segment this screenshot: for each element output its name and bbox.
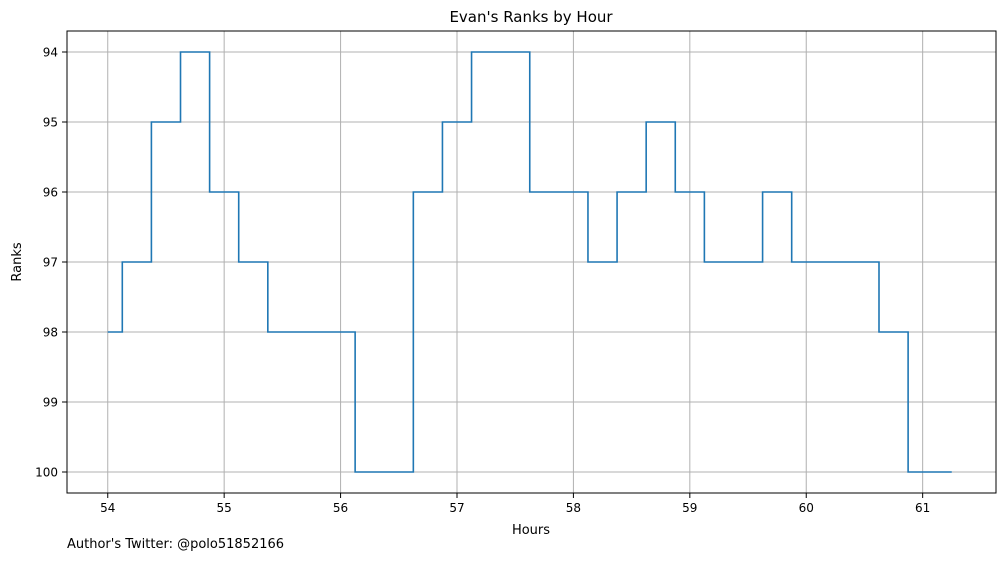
x-tick-label: 61 — [915, 501, 930, 515]
series-layer — [107, 51, 952, 473]
x-tick-label: 54 — [100, 501, 115, 515]
y-axis-label: Ranks — [10, 242, 25, 281]
x-tick-label: 55 — [217, 501, 232, 515]
chart-title: Evan's Ranks by Hour — [449, 8, 613, 26]
rank-step-line — [107, 51, 952, 473]
y-tick-label: 100 — [35, 466, 58, 480]
x-axis-label: Hours — [512, 523, 550, 538]
x-tick-label: 57 — [449, 501, 464, 515]
y-tick-label: 95 — [43, 116, 58, 130]
x-tick-label: 59 — [682, 501, 697, 515]
x-tick-label: 56 — [333, 501, 348, 515]
x-tick-label: 58 — [566, 501, 581, 515]
author-credit: Author's Twitter: @polo51852166 — [67, 537, 285, 552]
y-tick-label: 99 — [43, 396, 58, 410]
y-tick-label: 98 — [43, 326, 58, 340]
y-tick-label: 96 — [43, 186, 58, 200]
y-tick-label: 97 — [43, 256, 58, 270]
y-tick-label: 94 — [43, 46, 58, 60]
tick-layer: 54 55 56 57 58 59 60 61 94 95 96 97 98 99 100 — [35, 46, 930, 516]
x-tick-label: 60 — [799, 501, 814, 515]
